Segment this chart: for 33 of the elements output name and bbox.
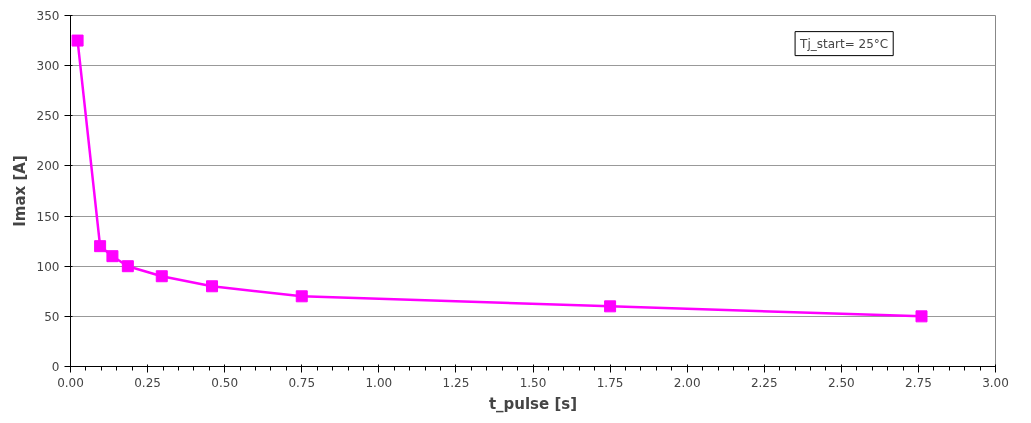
y-tick-label: 350: [36, 9, 60, 23]
x-tick-label: 0.50: [211, 375, 239, 390]
point: [915, 310, 928, 323]
x-tick-label: 2.25: [750, 375, 778, 390]
y-tick-label: 200: [36, 159, 60, 174]
x-tick-label: 0.75: [288, 375, 316, 390]
point: [71, 34, 84, 47]
y-tick-label: 250: [36, 109, 60, 124]
x-axis-title: t_pulse [s]: [488, 394, 578, 413]
x-tick-label: 1.25: [442, 375, 470, 390]
y-axis-title: Imax [A]: [10, 155, 29, 227]
y-tick-label: 150: [36, 209, 60, 224]
x-tick-label: 1.75: [596, 375, 624, 390]
x-tick-label: 2.75: [905, 375, 932, 390]
y-tick-label: 0: [51, 360, 60, 374]
y-tick-label: 300: [36, 59, 60, 74]
x-tick-label: 2.00: [673, 375, 701, 390]
y-tick-label: 50: [44, 309, 60, 324]
point: [206, 280, 219, 293]
point: [121, 260, 134, 273]
x-tick-label: 2.50: [827, 375, 855, 390]
point: [604, 300, 617, 313]
point: [155, 270, 168, 283]
y-tick-label: 100: [36, 259, 60, 274]
x-tick-label: 3.00: [982, 375, 1009, 390]
point: [106, 250, 119, 263]
x-tick-label: 1.00: [365, 375, 393, 390]
annotation: Tj_start= 25°C: [799, 36, 889, 51]
x-tick-label: 0.25: [134, 375, 161, 390]
point: [295, 290, 308, 303]
point: [94, 240, 107, 253]
x-tick-label: 1.50: [519, 375, 547, 390]
x-tick-label: 0.00: [57, 375, 84, 390]
